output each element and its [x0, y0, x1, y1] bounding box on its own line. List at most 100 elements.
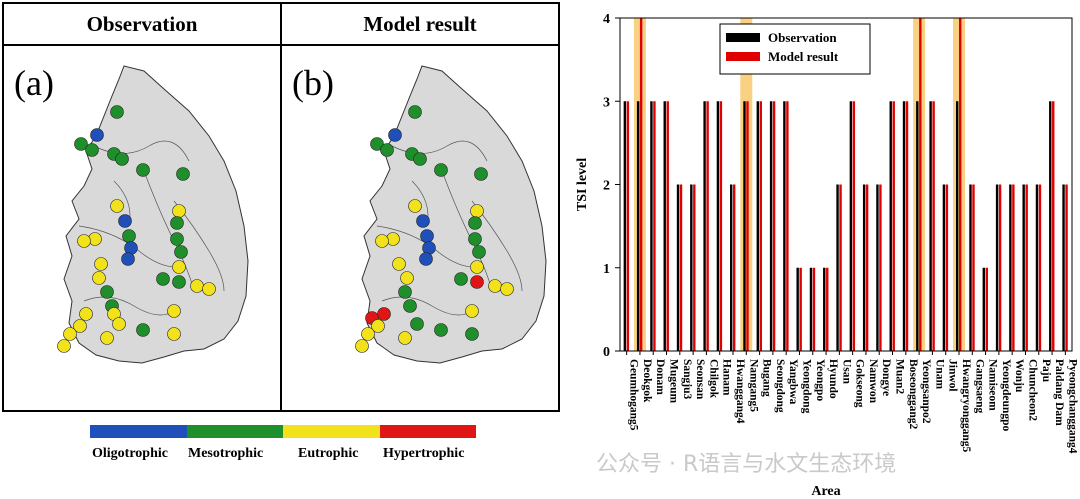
observation-site-marker-eutrophic: [190, 279, 204, 293]
x-tick-label: Namiseom: [987, 359, 999, 411]
model-bar: [733, 184, 736, 351]
x-tick-label: Boseonggang2: [907, 359, 919, 430]
x-tick-label: Hwanggang4: [734, 359, 746, 424]
observation-bar: [849, 101, 853, 351]
trophic-color-legend: [90, 425, 476, 438]
observation-bar: [716, 101, 720, 351]
observation-site-marker-eutrophic: [167, 304, 181, 318]
model-bar: [892, 101, 895, 351]
model-bar: [985, 267, 988, 351]
x-tick-label: Usan: [840, 359, 852, 385]
model-bar: [679, 184, 683, 351]
model-site-marker-oligotrophic: [416, 214, 430, 228]
observation-bar: [690, 184, 693, 351]
observation-bar: [942, 184, 946, 351]
observation-site-marker-mesotrophic: [174, 245, 188, 259]
observation-korea-outline: [63, 65, 249, 364]
model-bar: [812, 267, 816, 351]
observation-bar: [1022, 184, 1025, 351]
model-bar: [799, 267, 802, 351]
observation-bar: [916, 101, 919, 351]
observation-bar: [876, 184, 879, 351]
watermark: 公众号 · R语言与水文生态环境: [596, 452, 897, 477]
x-tick-label: Pyeongchanggang4: [1066, 359, 1078, 454]
observation-site-marker-eutrophic: [63, 327, 77, 341]
x-tick-label: Yeongdeungpo: [1000, 359, 1012, 431]
panel-label-b: (b): [292, 63, 334, 103]
observation-bar: [902, 101, 906, 351]
eutrophic-swatch: [283, 425, 380, 438]
model-bar: [932, 101, 935, 351]
x-tick-label: Jinwol: [947, 359, 959, 392]
model-bar: [852, 101, 856, 351]
model-site-marker-mesotrophic: [454, 272, 468, 286]
x-tick-label: Yeongsanpo2: [920, 359, 932, 424]
model-site-marker-eutrophic: [375, 234, 389, 248]
x-tick-label: Yangbwa: [787, 359, 799, 405]
observation-bar: [703, 101, 706, 351]
legend-swatch-observation: [726, 33, 760, 42]
model-site-marker-mesotrophic: [474, 167, 488, 181]
model-bar: [998, 184, 1002, 351]
model-bar: [1038, 184, 1042, 351]
mesotrophic-label: Mesotrophic: [188, 446, 264, 461]
model-site-marker-mesotrophic: [413, 152, 427, 166]
x-tick-label: Yeongdong: [800, 359, 812, 414]
y-tick-label: 3: [603, 95, 610, 110]
model-bar: [759, 101, 762, 351]
observation-site-marker-oligotrophic: [121, 252, 135, 266]
model-site-marker-mesotrophic: [465, 327, 479, 341]
observation-site-marker-mesotrophic: [136, 163, 150, 177]
model-site-marker-oligotrophic: [419, 252, 433, 266]
observation-site-marker-eutrophic: [110, 199, 124, 213]
observation-site-marker-eutrophic: [73, 319, 87, 333]
model-map-panel: Model result (b): [282, 2, 560, 412]
model-site-marker-eutrophic: [408, 199, 422, 213]
model-site-marker-mesotrophic: [434, 163, 448, 177]
x-tick-label: Sangju3: [681, 359, 693, 400]
observation-bar: [929, 101, 932, 351]
model-site-marker-hypertrophic: [470, 275, 484, 289]
observation-bar: [663, 101, 666, 351]
model-bar: [1065, 184, 1068, 351]
model-bar: [839, 184, 842, 351]
y-axis-title: TSI level: [575, 158, 590, 211]
observation-site-marker-eutrophic: [94, 257, 108, 271]
x-tick-label: Gokseong: [854, 359, 866, 408]
eutrophic-label: Eutrophic: [298, 446, 359, 461]
observation-site-marker-mesotrophic: [170, 216, 184, 230]
model-map-title: Model result: [282, 4, 558, 46]
model-site-marker-eutrophic: [400, 271, 414, 285]
observation-site-marker-mesotrophic: [85, 143, 99, 157]
observation-site-marker-oligotrophic: [90, 128, 104, 142]
model-site-marker-eutrophic: [500, 282, 514, 296]
x-tick-label: Hyundo: [827, 359, 839, 399]
observation-bar: [862, 184, 866, 351]
model-site-marker-mesotrophic: [472, 245, 486, 259]
observation-bar: [823, 267, 826, 351]
model-site-marker-eutrophic: [470, 260, 484, 274]
legend-label-observation: Observation: [768, 30, 837, 45]
observation-bar: [796, 267, 799, 351]
observation-bar: [756, 101, 759, 351]
mesotrophic-swatch: [186, 425, 283, 438]
x-tick-label: Hwangryonggang5: [960, 359, 972, 453]
highlight-band: [633, 18, 646, 351]
model-site-marker-oligotrophic: [420, 229, 434, 243]
observation-bar: [1062, 184, 1065, 351]
x-tick-label: Yeongpo: [814, 359, 826, 401]
observation-site-marker-mesotrophic: [172, 275, 186, 289]
model-bar: [1012, 184, 1015, 351]
observation-site-marker-mesotrophic: [110, 105, 124, 119]
model-map: [355, 65, 547, 364]
model-site-marker-hypertrophic: [377, 307, 391, 321]
observation-site-marker-eutrophic: [57, 339, 71, 353]
observation-bar: [743, 101, 746, 351]
x-tick-label: Paju: [1040, 359, 1052, 383]
observation-site-marker-eutrophic: [79, 307, 93, 321]
observation-bar: [1009, 184, 1012, 351]
model-site-marker-eutrophic: [392, 257, 406, 271]
x-tick-label: Dongye: [880, 359, 892, 396]
x-tick-label: Deokgok: [641, 359, 653, 403]
hypertrophic-swatch: [379, 425, 476, 438]
